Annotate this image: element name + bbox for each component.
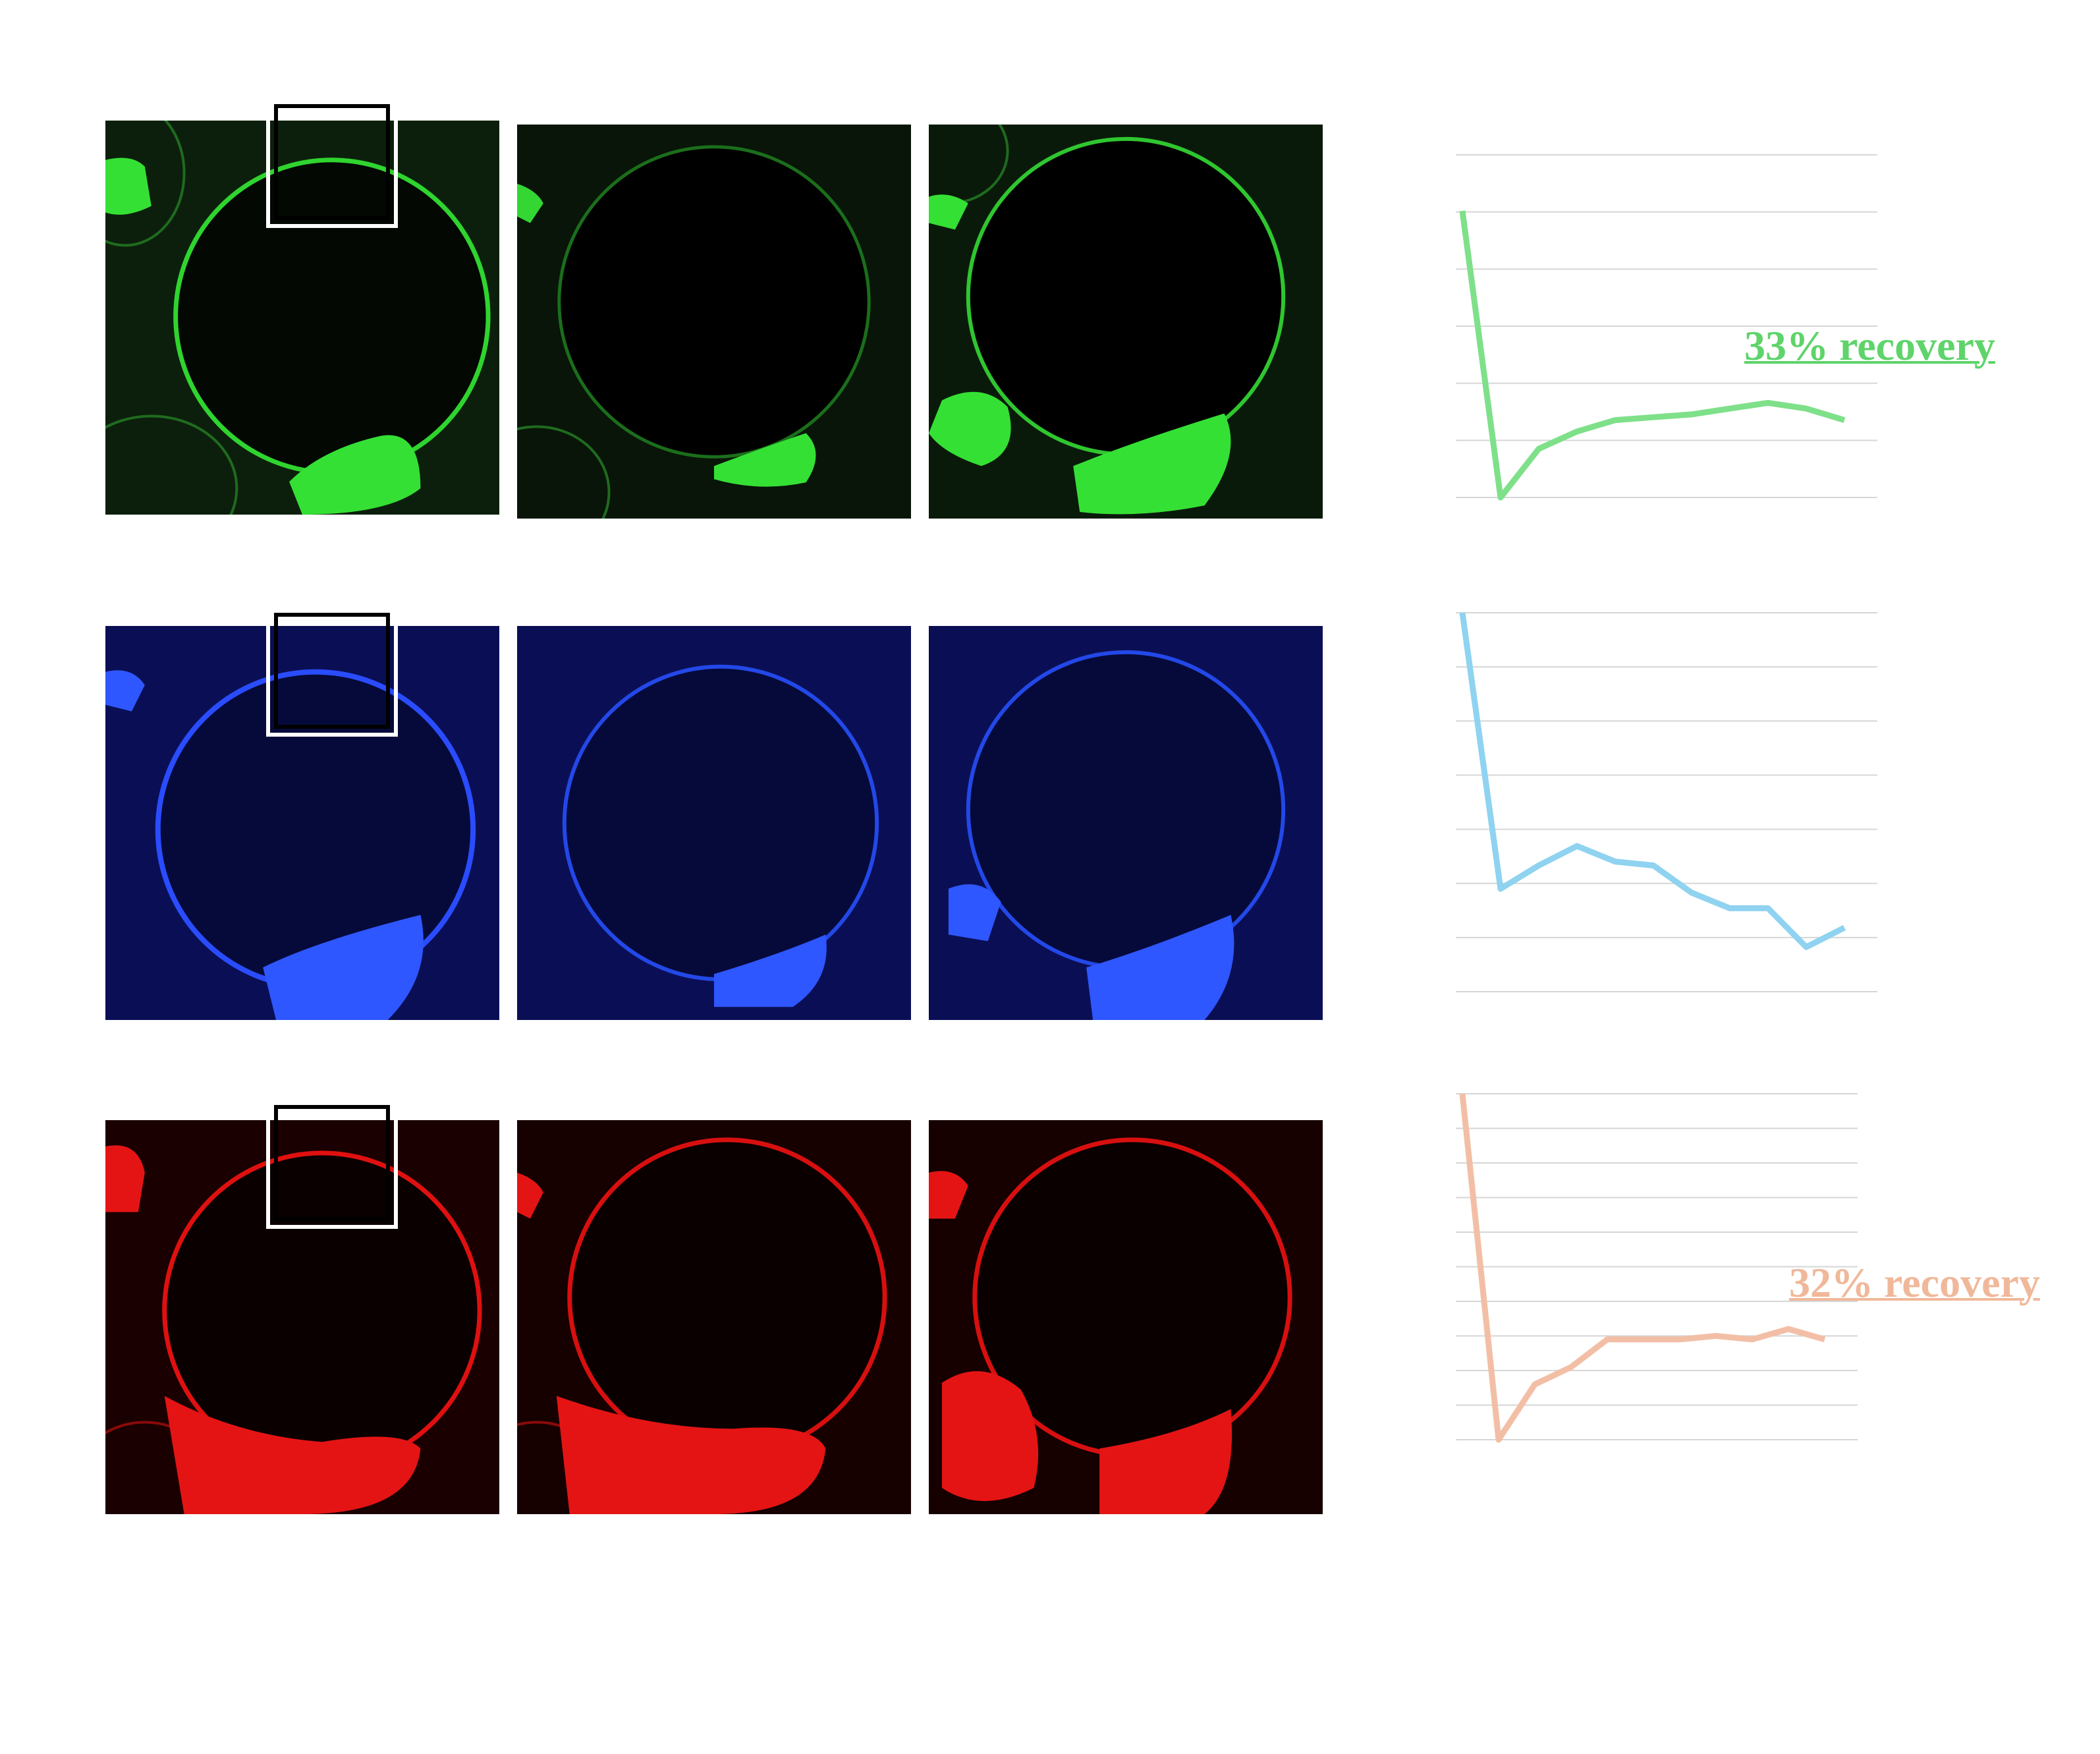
green-vesicle-figure (105, 121, 499, 515)
red-frap-plot (1436, 1093, 1897, 1489)
green-roi-box (266, 96, 398, 228)
green-vesicle-figure (929, 125, 1323, 519)
blue-vesicle-figure (105, 626, 499, 1020)
green-frap-plot (1436, 145, 1897, 540)
red-vesicle-figure (929, 1120, 1323, 1514)
red-recovery-curve (1459, 1093, 1826, 1443)
green-vesicle-figure (517, 125, 911, 519)
red-vesicle-figure (105, 1120, 499, 1514)
red-recovery-image (929, 1120, 1323, 1514)
blue-roi-box (266, 605, 398, 737)
blue-vesicle-figure (929, 626, 1323, 1020)
red-prebleach-image (105, 1120, 499, 1514)
red-recovery-label: 32% recovery (1789, 1259, 2040, 1306)
red-vesicle-figure (517, 1120, 911, 1514)
blue-frap-plot (1436, 606, 1897, 1002)
blue-bleach-image (517, 626, 911, 1020)
green-recovery-curve (1459, 210, 1846, 501)
green-prebleach-image (105, 121, 499, 515)
red-bleach-image (517, 1120, 911, 1514)
green-bleach-image (517, 125, 911, 519)
red-plot-svg (1456, 1093, 1858, 1443)
blue-vesicle-figure (517, 626, 911, 1020)
green-recovery-image (929, 125, 1323, 519)
green-plot-svg (1456, 154, 1877, 501)
blue-prebleach-image (105, 626, 499, 1020)
blue-recovery-curve (1459, 612, 1846, 950)
green-recovery-label: 33% recovery (1744, 322, 1995, 369)
red-roi-box (266, 1097, 398, 1229)
blue-recovery-image (929, 626, 1323, 1020)
blue-plot-svg (1456, 612, 1877, 992)
